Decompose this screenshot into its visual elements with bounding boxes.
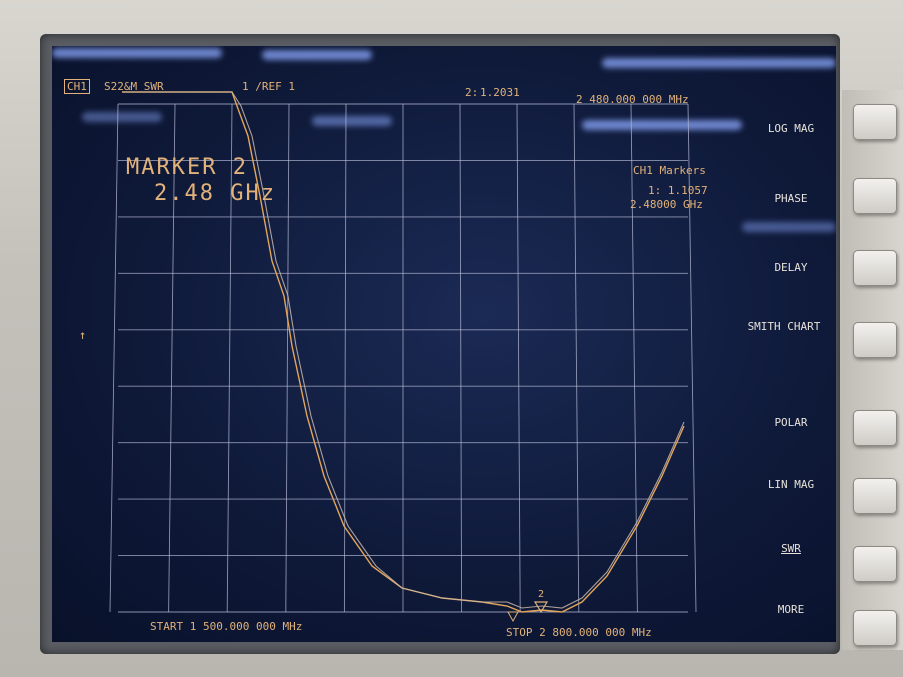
stop-frequency: STOP 2 800.000 000 MHz bbox=[506, 626, 652, 639]
grid-vline bbox=[516, 103, 521, 613]
grid-vline bbox=[459, 103, 463, 613]
scale-label: 1 /REF 1 bbox=[242, 80, 295, 93]
marker-readout-freq: 2 480.000 000 MHz bbox=[576, 93, 689, 106]
grid-vline bbox=[168, 103, 176, 613]
trace-plot bbox=[109, 91, 697, 623]
start-frequency: START 1 500.000 000 MHz bbox=[150, 620, 303, 633]
glare-top-3 bbox=[602, 58, 836, 68]
softkey-swr[interactable]: SWR bbox=[781, 542, 801, 555]
grid-vline bbox=[226, 103, 233, 613]
markers-panel-line1: 1: 1.1057 bbox=[648, 184, 708, 197]
marker-readout-index: 2: bbox=[465, 86, 479, 99]
grid-vline bbox=[343, 103, 347, 613]
markers-panel-title: CH1 Markers bbox=[633, 164, 706, 177]
glare-mid-3 bbox=[582, 120, 742, 130]
hw-softkey-5[interactable] bbox=[853, 410, 897, 446]
softkey-more[interactable]: MORE bbox=[777, 603, 805, 616]
glare-mid-4 bbox=[742, 222, 836, 232]
softkey-delay[interactable]: DELAY bbox=[774, 261, 808, 274]
reference-arrow-icon: ↑ bbox=[79, 328, 87, 342]
markers-panel-line2: 2.48000 GHz bbox=[630, 198, 703, 211]
softkey-phase[interactable]: PHASE bbox=[774, 192, 808, 205]
softkey-lin-mag[interactable]: LIN MAG bbox=[767, 478, 815, 491]
grid-vline bbox=[285, 103, 290, 613]
grid-vline bbox=[687, 103, 697, 613]
marker-box-line2: 2.48 GHz bbox=[154, 181, 276, 206]
softkey-smith-chart[interactable]: SMITH CHART bbox=[747, 320, 821, 333]
hw-softkey-8[interactable] bbox=[853, 610, 897, 646]
softkey-log-mag[interactable]: LOG MAG bbox=[767, 122, 815, 135]
grid-vline bbox=[630, 103, 638, 613]
analyzer-screen: CH1 S22&M SWR 1 /REF 1 2: 1.2031 2 480.0… bbox=[52, 46, 836, 642]
marker-2-symbol bbox=[533, 601, 549, 614]
softkey-polar[interactable]: POLAR bbox=[774, 416, 808, 429]
glare-top-2 bbox=[262, 50, 372, 60]
hw-softkey-7[interactable] bbox=[853, 546, 897, 582]
hw-softkey-4[interactable] bbox=[853, 322, 897, 358]
measurement-label: S22&M SWR bbox=[104, 80, 164, 93]
glare-mid-2 bbox=[312, 116, 392, 126]
swr-trace-memory bbox=[122, 91, 685, 609]
swr-trace bbox=[122, 91, 685, 613]
hw-softkey-2[interactable] bbox=[853, 178, 897, 214]
marker-2-label: 2 bbox=[538, 589, 545, 600]
marker-1-symbol bbox=[507, 611, 519, 623]
hw-softkey-6[interactable] bbox=[853, 478, 897, 514]
channel-label: CH1 bbox=[64, 79, 90, 94]
grid-vline bbox=[573, 103, 580, 613]
glare-top bbox=[52, 48, 222, 58]
graticule bbox=[109, 103, 697, 613]
marker-box-line1: MARKER 2 bbox=[126, 155, 248, 180]
grid-vline bbox=[109, 103, 119, 613]
glare-mid-1 bbox=[82, 112, 162, 122]
hw-softkey-1[interactable] bbox=[853, 104, 897, 140]
marker-readout-value: 1.2031 bbox=[480, 86, 520, 99]
hw-softkey-3[interactable] bbox=[853, 250, 897, 286]
